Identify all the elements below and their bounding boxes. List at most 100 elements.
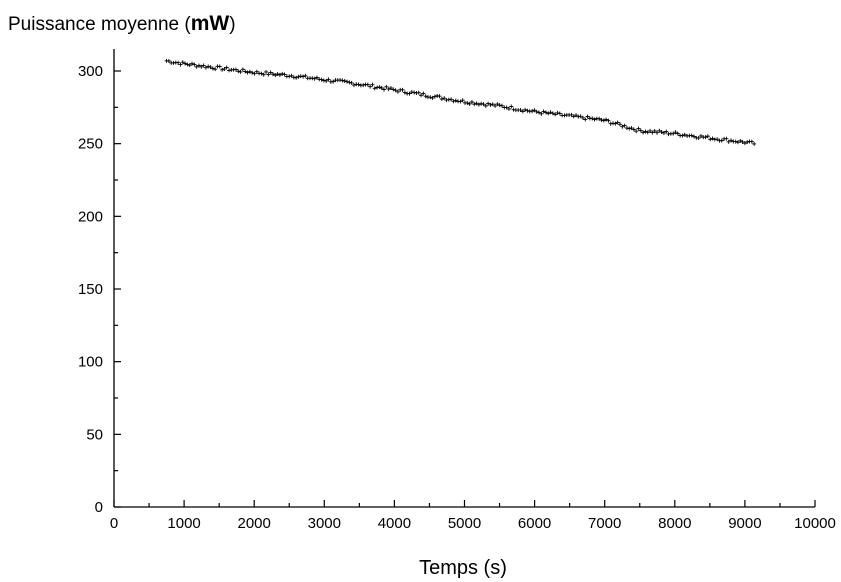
data-point bbox=[324, 78, 329, 83]
data-point bbox=[301, 74, 306, 79]
data-point bbox=[509, 104, 514, 109]
data-point bbox=[541, 109, 546, 114]
data-point bbox=[372, 86, 377, 91]
data-point bbox=[490, 102, 495, 107]
data-point bbox=[203, 65, 208, 70]
data-point bbox=[222, 66, 227, 71]
data-point bbox=[467, 101, 472, 106]
data-point bbox=[634, 129, 639, 134]
data-point bbox=[726, 139, 731, 144]
data-point bbox=[388, 86, 393, 91]
data-point bbox=[187, 63, 192, 68]
data-point bbox=[752, 141, 757, 146]
x-tick-label: 0 bbox=[110, 515, 118, 532]
data-point bbox=[601, 118, 606, 123]
data-point bbox=[719, 138, 724, 143]
axes: 0 1000 2000 3000 4000 5000 6000 7000 8000 9000 100… bbox=[78, 49, 836, 532]
data-point bbox=[648, 128, 653, 133]
data-point bbox=[557, 111, 562, 116]
data-point bbox=[245, 70, 250, 75]
data-point bbox=[243, 69, 248, 74]
data-point bbox=[641, 130, 646, 135]
data-point bbox=[692, 134, 697, 139]
data-point bbox=[428, 95, 433, 100]
data-point bbox=[590, 116, 595, 121]
data-point bbox=[539, 111, 544, 116]
data-point bbox=[296, 74, 301, 79]
y-tick-label: 0 bbox=[95, 499, 103, 516]
data-point bbox=[742, 141, 747, 146]
data-point bbox=[287, 74, 292, 79]
data-point bbox=[176, 60, 181, 65]
data-point bbox=[654, 130, 659, 135]
data-point bbox=[735, 140, 740, 145]
data-point bbox=[453, 98, 458, 103]
data-point bbox=[729, 138, 734, 143]
x-tick-label: 10000 bbox=[794, 515, 836, 532]
data-point bbox=[259, 71, 264, 76]
data-point bbox=[506, 106, 511, 111]
data-point bbox=[430, 95, 435, 100]
data-point bbox=[393, 88, 398, 93]
data-point bbox=[488, 102, 493, 107]
data-point bbox=[624, 126, 629, 131]
y-axis-label-suffix: ) bbox=[229, 14, 236, 35]
data-point bbox=[460, 98, 465, 103]
data-point bbox=[592, 117, 597, 122]
data-point bbox=[606, 118, 611, 123]
data-point bbox=[416, 90, 421, 95]
data-point bbox=[391, 87, 396, 92]
data-point bbox=[476, 102, 481, 107]
data-point bbox=[351, 83, 356, 88]
data-point bbox=[689, 133, 694, 138]
data-point bbox=[250, 70, 255, 75]
data-point bbox=[347, 80, 352, 85]
data-point bbox=[227, 68, 232, 73]
data-point bbox=[550, 111, 555, 116]
data-point bbox=[421, 91, 426, 96]
data-point bbox=[220, 67, 225, 72]
data-point bbox=[423, 94, 428, 99]
data-point bbox=[206, 64, 211, 69]
data-point bbox=[627, 126, 632, 131]
data-point bbox=[740, 139, 745, 144]
data-point bbox=[356, 82, 361, 87]
data-point bbox=[449, 97, 454, 102]
data-point bbox=[270, 72, 275, 77]
data-point bbox=[543, 110, 548, 115]
data-point bbox=[312, 76, 317, 81]
data-point bbox=[580, 115, 585, 120]
x-tick-label: 2000 bbox=[238, 515, 271, 532]
y-tick-label: 300 bbox=[78, 63, 103, 80]
data-point bbox=[439, 97, 444, 102]
data-point bbox=[261, 72, 266, 77]
data-point bbox=[705, 134, 710, 139]
data-point bbox=[546, 111, 551, 116]
data-point bbox=[657, 128, 662, 133]
data-point bbox=[696, 135, 701, 140]
data-point bbox=[474, 101, 479, 106]
x-tick-label: 1000 bbox=[167, 515, 200, 532]
x-tick-label: 5000 bbox=[448, 515, 481, 532]
data-point bbox=[486, 101, 491, 106]
data-point bbox=[671, 131, 676, 136]
data-point bbox=[493, 103, 498, 108]
data-point bbox=[645, 130, 650, 135]
data-point bbox=[523, 107, 528, 112]
data-point bbox=[583, 117, 588, 122]
data-point bbox=[319, 77, 324, 82]
data-point bbox=[314, 75, 319, 80]
data-point bbox=[458, 99, 463, 104]
data-point bbox=[340, 78, 345, 83]
data-point bbox=[185, 62, 190, 67]
data-point bbox=[224, 65, 229, 70]
data-point bbox=[395, 89, 400, 94]
data-point bbox=[622, 123, 627, 128]
data-point bbox=[636, 126, 641, 131]
data-point bbox=[504, 105, 509, 110]
x-axis-label: Temps (s) bbox=[419, 557, 507, 579]
data-point bbox=[597, 116, 602, 121]
data-point bbox=[710, 136, 715, 141]
data-point bbox=[738, 138, 743, 143]
y-tick-label: 150 bbox=[78, 281, 103, 298]
